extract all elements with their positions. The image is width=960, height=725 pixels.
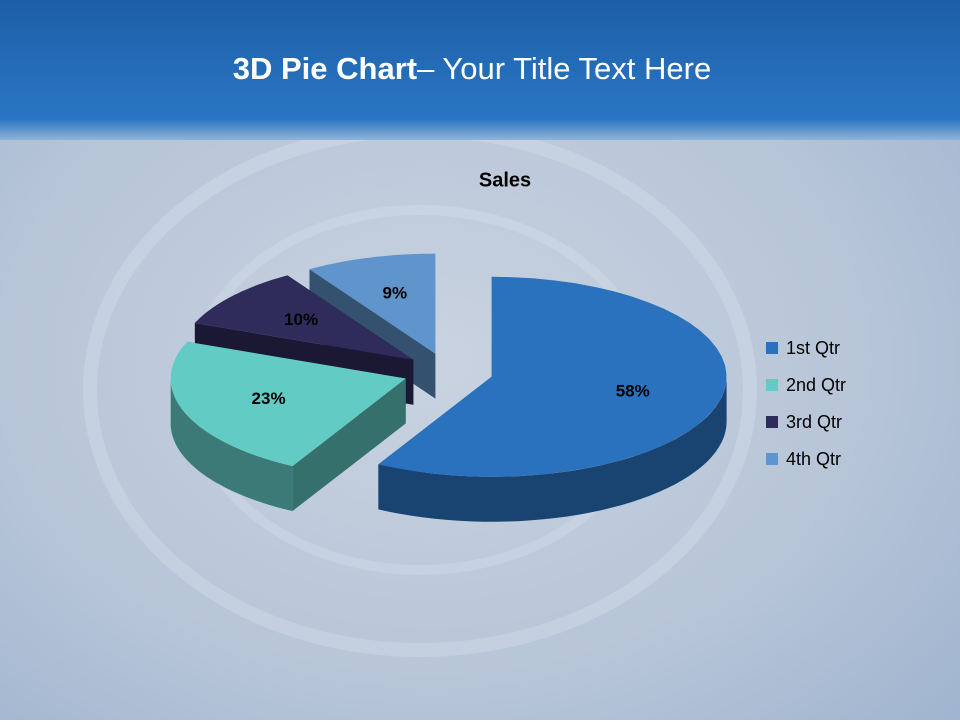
slice xyxy=(309,253,436,354)
slice-wall xyxy=(378,376,727,522)
slide-title: 3D Pie Chart– Your Title Text Here xyxy=(233,51,711,86)
legend-swatch xyxy=(766,453,778,465)
data-label: 58% xyxy=(616,382,650,401)
data-label: 10% xyxy=(284,310,318,329)
chart-title: Sales xyxy=(479,169,531,191)
legend-swatch xyxy=(766,416,778,428)
header-band xyxy=(0,0,960,140)
slide-title-rest: – Your Title Text Here xyxy=(417,51,711,86)
slice-wall xyxy=(170,378,293,512)
data-label: 9% xyxy=(383,284,408,303)
pie: 9% 10% 58% 23% xyxy=(170,253,727,522)
legend-swatch xyxy=(766,379,778,391)
legend-swatch xyxy=(766,342,778,354)
slide-title-bold: 3D Pie Chart xyxy=(233,51,417,86)
slice xyxy=(170,341,406,467)
legend-label: 2nd Qtr xyxy=(786,375,846,395)
slice xyxy=(194,275,414,360)
legend-label: 3rd Qtr xyxy=(786,412,842,432)
legend: 1st Qtr 2nd Qtr 3rd Qtr 4th Qtr xyxy=(766,338,846,469)
legend-label: 1st Qtr xyxy=(786,338,840,358)
legend-label: 4th Qtr xyxy=(786,449,841,469)
slice xyxy=(378,276,727,477)
data-label: 23% xyxy=(252,389,286,408)
